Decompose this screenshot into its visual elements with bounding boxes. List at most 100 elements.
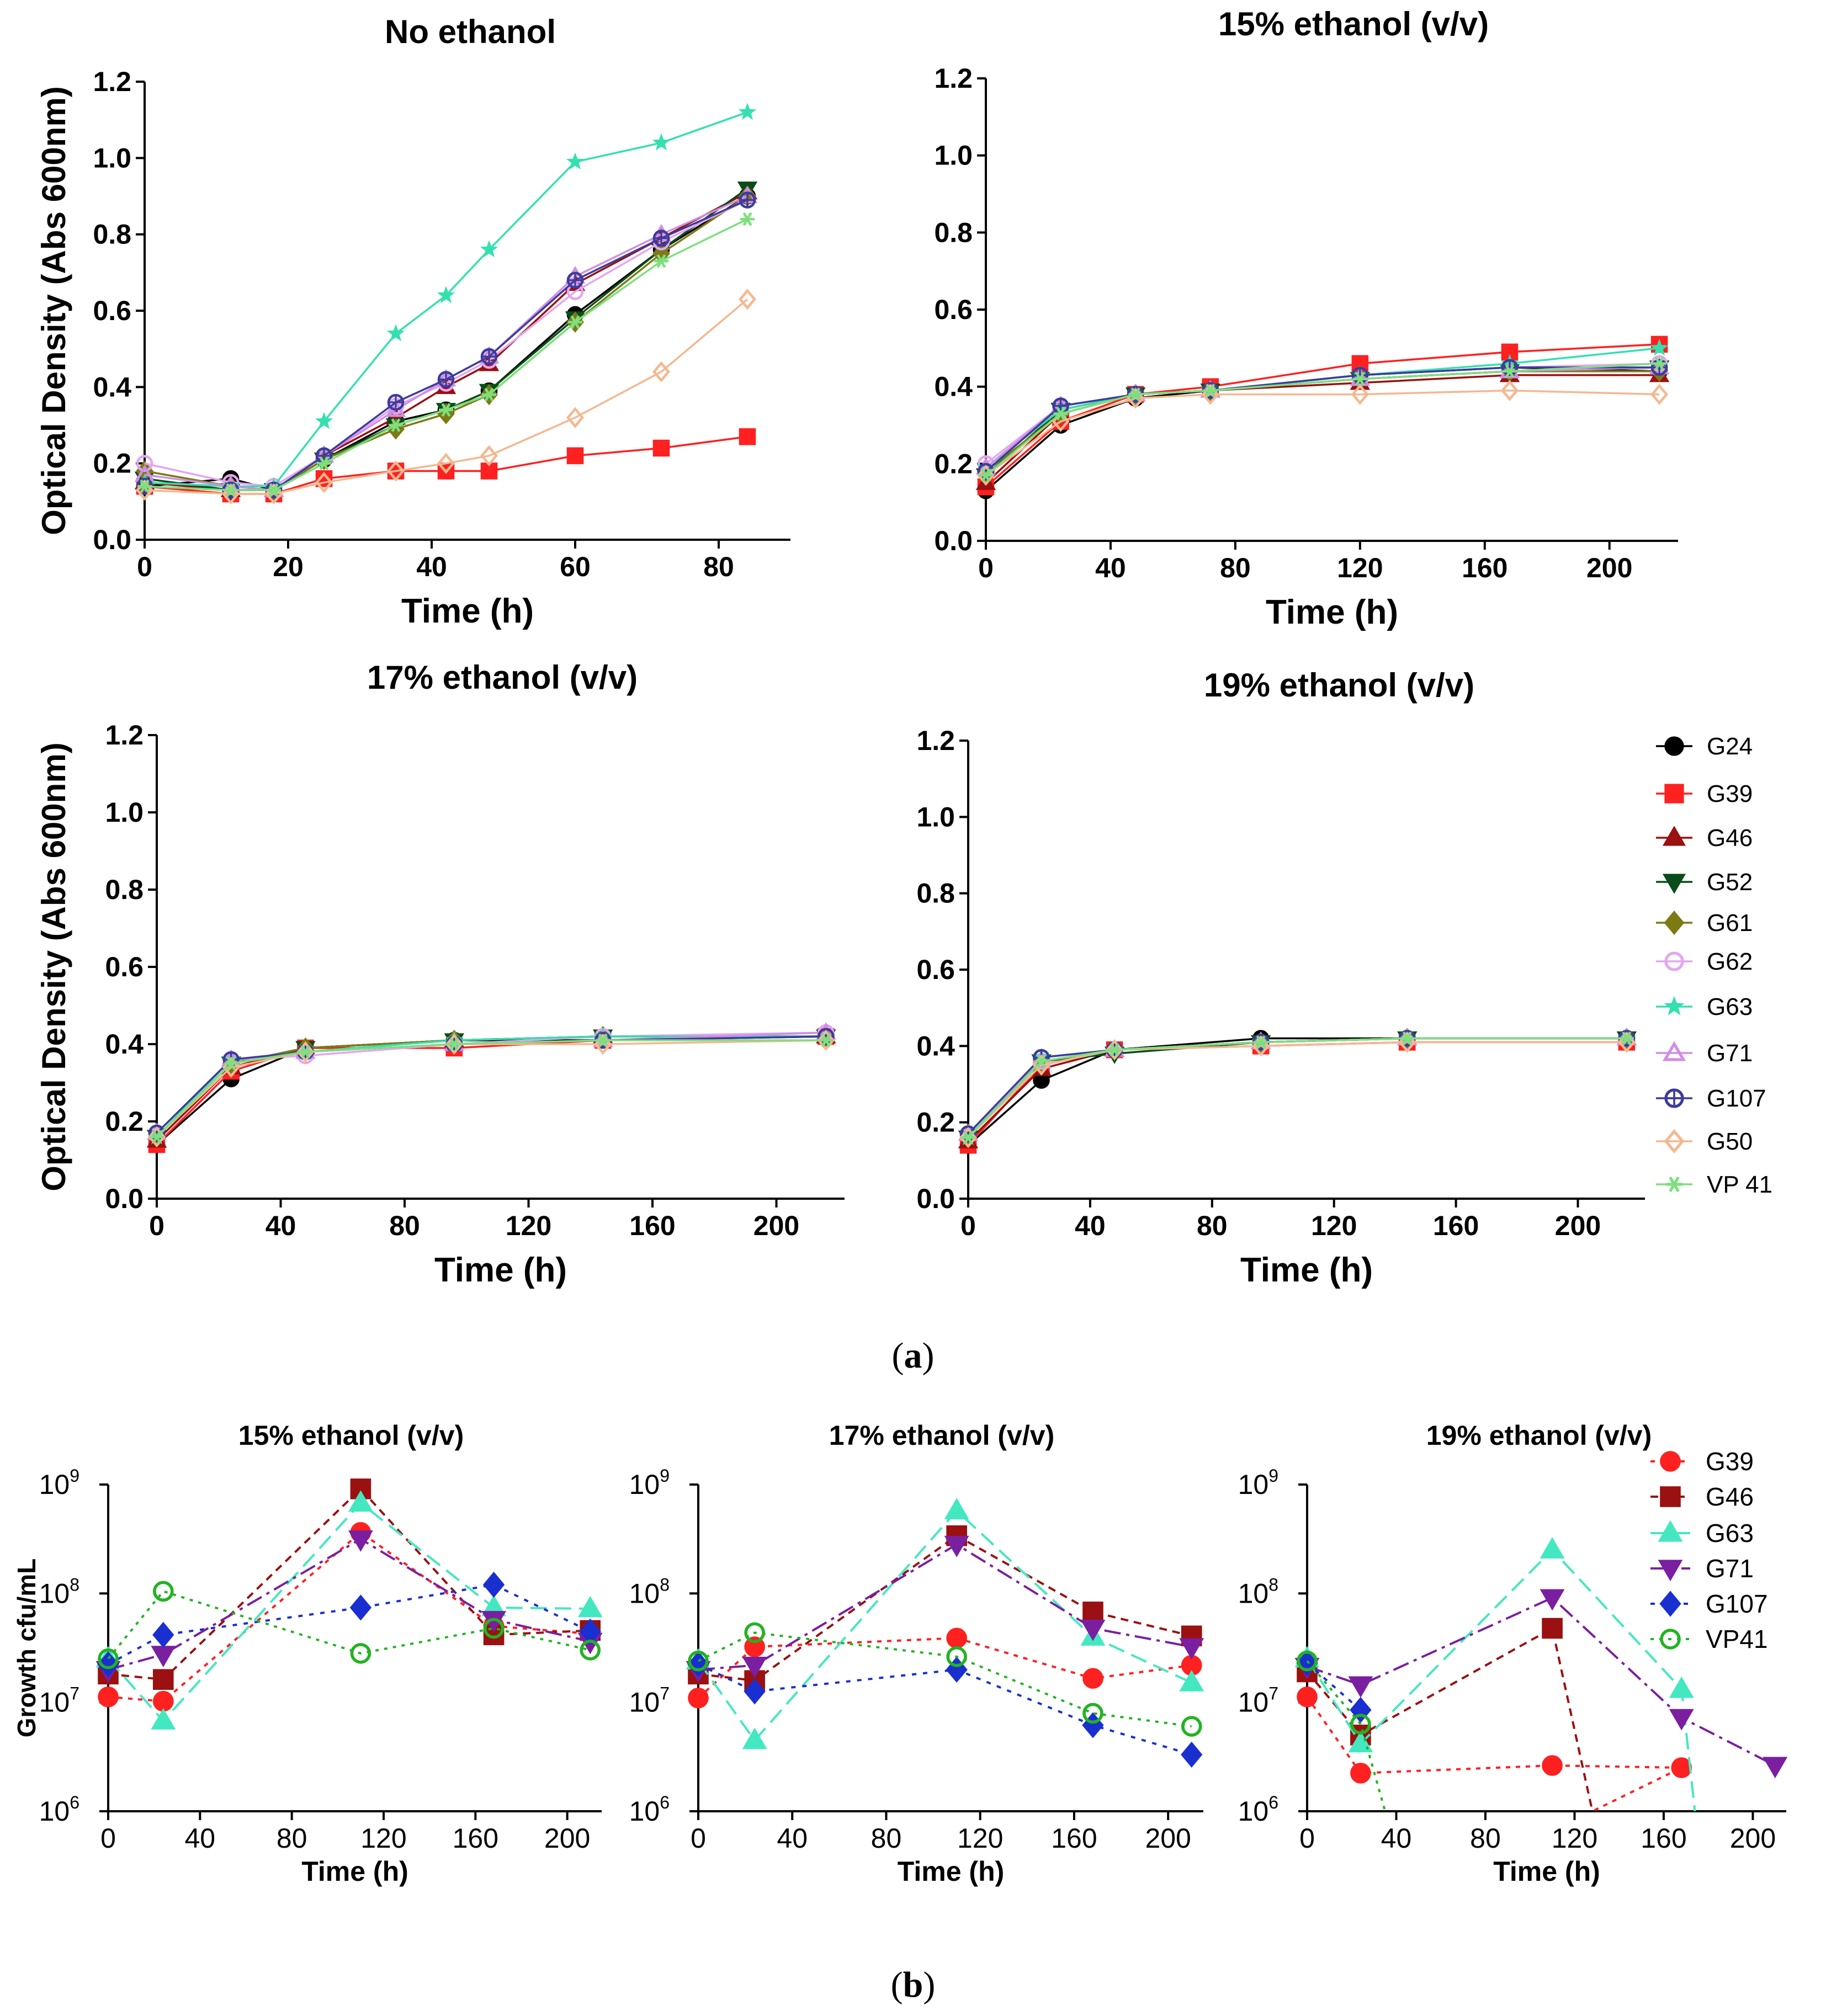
point-g63-4-shape [386,324,405,342]
legend-a-label: VP 41 [1707,1171,1772,1198]
point-vp-41-5-arm [1505,364,1515,379]
point-vp-41-7-arm [570,315,580,329]
y-axis-label: Optical Density (Abs 600nm) [35,86,72,535]
point-g39-2 [1542,1755,1563,1776]
point-vp-41-4 [596,1033,611,1047]
point-vp-41-2-arm [300,1045,310,1059]
series-line-g61 [156,1035,826,1138]
y-tick-label: 1.0 [105,797,144,828]
point-vp-41-0-arm [140,479,150,493]
point-vp-41-0-arm [981,468,991,482]
series-line-g107 [967,1037,1627,1135]
y-tick-exponent: 7 [660,1684,670,1704]
point-vp41-0 [98,1648,119,1669]
point-g39-2-shape [946,1627,967,1649]
y-tick-label: 0.2 [105,1106,144,1137]
x-tick-label: 120 [360,1823,406,1854]
point-g71-1-shape [1348,1676,1373,1698]
point-g39-7 [566,447,584,465]
point-g39-3-shape [1671,1757,1692,1778]
point-vp-41-3-arm [1256,1035,1266,1049]
y-tick-label: 0.8 [105,874,144,905]
point-vp-41-1-arm [226,483,236,497]
point-vp-41-4 [1400,1031,1415,1045]
legend-a-item-g52: G52 [1656,869,1753,896]
legend-a-label: G107 [1707,1085,1766,1112]
point-vp41-2-shape [350,1643,371,1664]
point-g107-4-shape [1181,1741,1203,1768]
point-vp-41-2 [1128,387,1143,402]
series-line-g61 [967,1037,1627,1139]
point-g63-1 [1348,1731,1373,1753]
panel-b-label: (b) [891,1965,936,2005]
series-line-g107 [108,1583,591,1666]
point-g39-0 [98,1687,119,1708]
point-vp41-3-shape [1082,1703,1103,1724]
point-vp-41-6 [1652,357,1667,371]
point-g50-0-shape [148,1126,166,1148]
point-g63-6-shape [1650,338,1669,356]
point-g63-8 [652,133,671,151]
x-axis-label: Time (h) [301,1856,408,1887]
legend-a-label: G63 [1707,993,1753,1020]
point-vp-41-3 [447,1037,461,1051]
legend-a-item-vp-41: VP 41 [1656,1171,1772,1198]
series-line-g50 [985,389,1660,476]
point-vp41-1-shape [152,1581,174,1602]
chart-b2: 17% ethanol (v/v) 106 107 108 109 0 40 80 120 160… [629,1420,1204,1887]
x-tick-label: 200 [1555,1210,1601,1241]
point-g39-0-shape [98,1687,119,1708]
legend-a-marker [1664,784,1684,804]
series-line-g63 [156,1035,826,1138]
point-g50-4 [1351,384,1369,405]
series-line-g39 [1306,1696,1682,1812]
point-g63-5-shape [437,286,455,304]
x-tick-label: 160 [1641,1823,1686,1854]
legend-a-item-g71: G71 [1656,1040,1753,1067]
legend-a-marker-shape [1664,736,1684,756]
point-g50-5-shape [817,1029,835,1051]
y-tick-label: 0.2 [916,1107,955,1138]
x-tick-label: 40 [1095,552,1126,583]
point-g39-3 [1671,1757,1692,1778]
series-line-g71 [156,1031,826,1134]
point-g50-6 [480,445,498,466]
point-g39-1-shape [152,1690,174,1712]
point-g63-6-shape [480,240,498,258]
point-vp-41-5-arm [441,403,451,417]
point-g71-4 [1179,1638,1204,1660]
chart-a1: No ethanol 0.0 0.2 0.4 0.6 0.8 1.0 1.2 0 20 40 60 80… [35,13,790,630]
y-tick-label: 108 [39,1574,79,1609]
legend-a-label: G50 [1707,1128,1753,1155]
x-tick-label: 160 [1433,1210,1479,1241]
y-tick-label: 109 [629,1466,670,1500]
point-g39-2 [946,1627,967,1649]
y-tick-label: 0.6 [93,295,131,326]
point-g50-3-shape [315,472,333,493]
legend-b-label: G46 [1706,1482,1754,1511]
legend-a-marker-shape [1662,1041,1686,1061]
series-line-g71 [144,195,748,491]
point-vp-41-7 [568,315,582,329]
legend-b-label: G63 [1706,1519,1754,1547]
y-axis-label: Growth cfu/mL [12,1558,41,1738]
series-line-vp41 [107,1590,591,1659]
y-tick-label: 0.4 [934,371,973,402]
point-vp-41-4-arm [391,418,401,432]
y-tick-label: 106 [629,1792,670,1827]
legend-b-marker-shape [1660,1486,1681,1507]
point-g107-3-shape [482,1571,505,1598]
point-g63-3 [315,412,333,429]
series-line-g50 [156,1039,826,1138]
point-g39-0 [688,1687,709,1709]
y-tick-label: 1.2 [934,63,973,94]
x-tick-label: 200 [1586,552,1632,583]
x-axis-label: Time (h) [1493,1856,1600,1887]
series-line-g46 [698,1534,1192,1682]
y-tick-label: 0.8 [934,217,973,248]
legend-a-item-g62: G62 [1656,948,1753,975]
x-tick-label: 0 [978,552,994,583]
point-g63-4 [1179,1669,1204,1691]
point-g107-9 [739,192,756,209]
x-tick-label: 40 [777,1823,808,1854]
